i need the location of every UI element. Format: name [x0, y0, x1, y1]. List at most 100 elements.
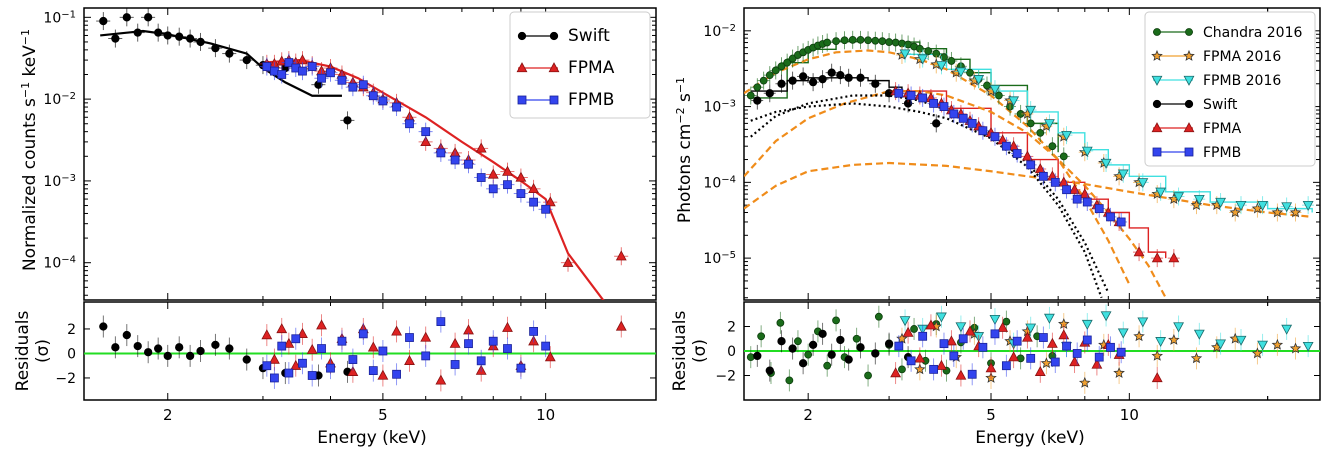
legend-marker-fpma-2016: [1151, 49, 1163, 61]
data-point-fpma-2016: [1289, 206, 1302, 218]
data-point-swift: [856, 73, 865, 82]
residual-point-fpma: [902, 326, 914, 337]
residual-point-fpmb: [1082, 335, 1092, 345]
data-point-fpmb: [317, 73, 326, 83]
res-y-tick-label: −2: [715, 369, 736, 385]
data-point-chandra-2016: [746, 91, 755, 100]
residual-point-fpmb: [405, 333, 414, 342]
residual-point-fpmb: [503, 344, 512, 353]
data-point-swift: [808, 78, 818, 87]
residual-point-swift: [753, 351, 762, 361]
legend-label-fpmb: FPMB: [568, 90, 614, 110]
residual-point-fpmb-2016: [1302, 341, 1314, 352]
data-point-fpmb-2016: [989, 84, 1001, 95]
legend-box: [509, 11, 651, 119]
data-point-fpmb: [918, 93, 928, 103]
data-point-fpmb: [348, 82, 358, 92]
data-point-fpmb-2016: [1193, 195, 1205, 205]
legend-label-swift: Swift: [1203, 97, 1238, 113]
left-residual-y-unit: (σ): [33, 339, 53, 363]
residual-point-fpmb-2016: [1193, 329, 1205, 340]
data-point-fpmb: [270, 66, 279, 76]
legend-marker-swift: [517, 31, 527, 41]
residual-point-fpma: [268, 353, 280, 364]
data-point-fpmb: [262, 62, 272, 71]
data-point-swift: [99, 16, 108, 26]
data-point-swift: [836, 70, 845, 80]
data-point-fpmb: [1001, 141, 1011, 151]
data-point-swift: [211, 43, 220, 53]
residual-point-fpma: [316, 319, 327, 330]
residual-point-fpma: [420, 331, 432, 342]
residual-point-chandra-2016: [910, 325, 918, 333]
data-point-fpmb-2016: [1008, 96, 1020, 107]
data-point-chandra-2016: [878, 37, 887, 46]
data-point-swift: [827, 68, 836, 77]
plot-frame: [743, 7, 1321, 301]
data-point-fpmb: [326, 68, 335, 78]
x-tick-label: 5: [378, 406, 388, 424]
residual-point-fpmb: [990, 329, 1000, 339]
res-y-tick-label: 0: [727, 344, 736, 360]
residual-point-fpma: [276, 323, 288, 334]
x-tick-label: 2: [163, 406, 173, 424]
residual-point-fpmb-2016: [1155, 337, 1167, 348]
residual-point-fpma: [615, 320, 627, 331]
residual-point-fpma: [502, 321, 513, 332]
residual-data-layer: [744, 304, 1320, 394]
data-point-chandra-2016: [823, 38, 832, 47]
data-point-fpmb: [929, 99, 939, 108]
data-point-fpma: [502, 165, 513, 176]
residual-point-fpmb: [1106, 342, 1115, 352]
y-tick-label: 10−4: [703, 174, 736, 192]
residual-point-fpmb: [541, 341, 551, 351]
data-point-fpmb-2016: [1043, 119, 1055, 130]
y-tick-label: 10−1: [43, 9, 76, 27]
residual-point-fpma: [1034, 365, 1046, 376]
legend-marker-swift: [549, 31, 559, 41]
data-point-fpma: [515, 171, 527, 182]
residual-point-swift: [765, 366, 774, 375]
residual-point-swift: [111, 343, 120, 352]
residual-point-fpmb: [464, 339, 473, 349]
data-point-fpmb: [906, 91, 916, 100]
residual-point-fpma-2016: [896, 332, 908, 344]
data-point-swift: [196, 37, 205, 47]
data-point-fpmb-2016: [1281, 202, 1293, 213]
residual-point-fpma: [955, 369, 967, 380]
residual-point-fpmb: [450, 360, 460, 369]
data-point-fpmb: [488, 184, 498, 194]
residual-point-fpma: [997, 321, 1009, 332]
legend-label-fpmb-2016: FPMB 2016: [1203, 73, 1281, 89]
data-point-swift: [225, 49, 234, 58]
legend-marker-fpma: [1151, 122, 1163, 133]
residual-point-fpmb: [1050, 357, 1060, 367]
residual-point-fpmb: [958, 334, 968, 344]
legend-label-fpmb: FPMB: [1203, 145, 1241, 161]
data-point-swift: [111, 34, 120, 43]
residual-point-fpmb: [529, 326, 538, 336]
data-point-fpmb-2016: [1302, 201, 1314, 211]
residual-point-fpmb-2016: [1043, 313, 1055, 324]
right-residual-y-unit: (σ): [690, 339, 710, 363]
legend-marker-chandra-2016: [1185, 28, 1193, 36]
data-point-chandra-2016: [783, 58, 792, 67]
model-line-component-d: [750, 94, 1110, 294]
data-point-swift: [765, 89, 774, 98]
data-point-fpmb-2016: [955, 67, 967, 78]
legend-label-fpma: FPMA: [568, 58, 615, 78]
residual-point-fpma: [890, 367, 902, 378]
data-point-fpma: [562, 256, 574, 267]
residual-point-fpmb: [516, 363, 526, 373]
residual-point-fpmb-2016: [1257, 340, 1269, 351]
left-residual-plot: 2 5 10 2 0 −2: [55, 293, 657, 424]
data-point-fpmb: [1072, 194, 1082, 204]
residual-point-fpmb: [262, 361, 272, 371]
residual-point-fpmb-2016: [1235, 335, 1247, 346]
data-point-fpmb: [1062, 185, 1071, 195]
residual-point-fpmb-2016: [1215, 339, 1227, 350]
x-tick-label: 2: [803, 406, 813, 424]
residual-point-fpmb: [270, 373, 279, 383]
data-point-fpmb: [990, 132, 1000, 142]
